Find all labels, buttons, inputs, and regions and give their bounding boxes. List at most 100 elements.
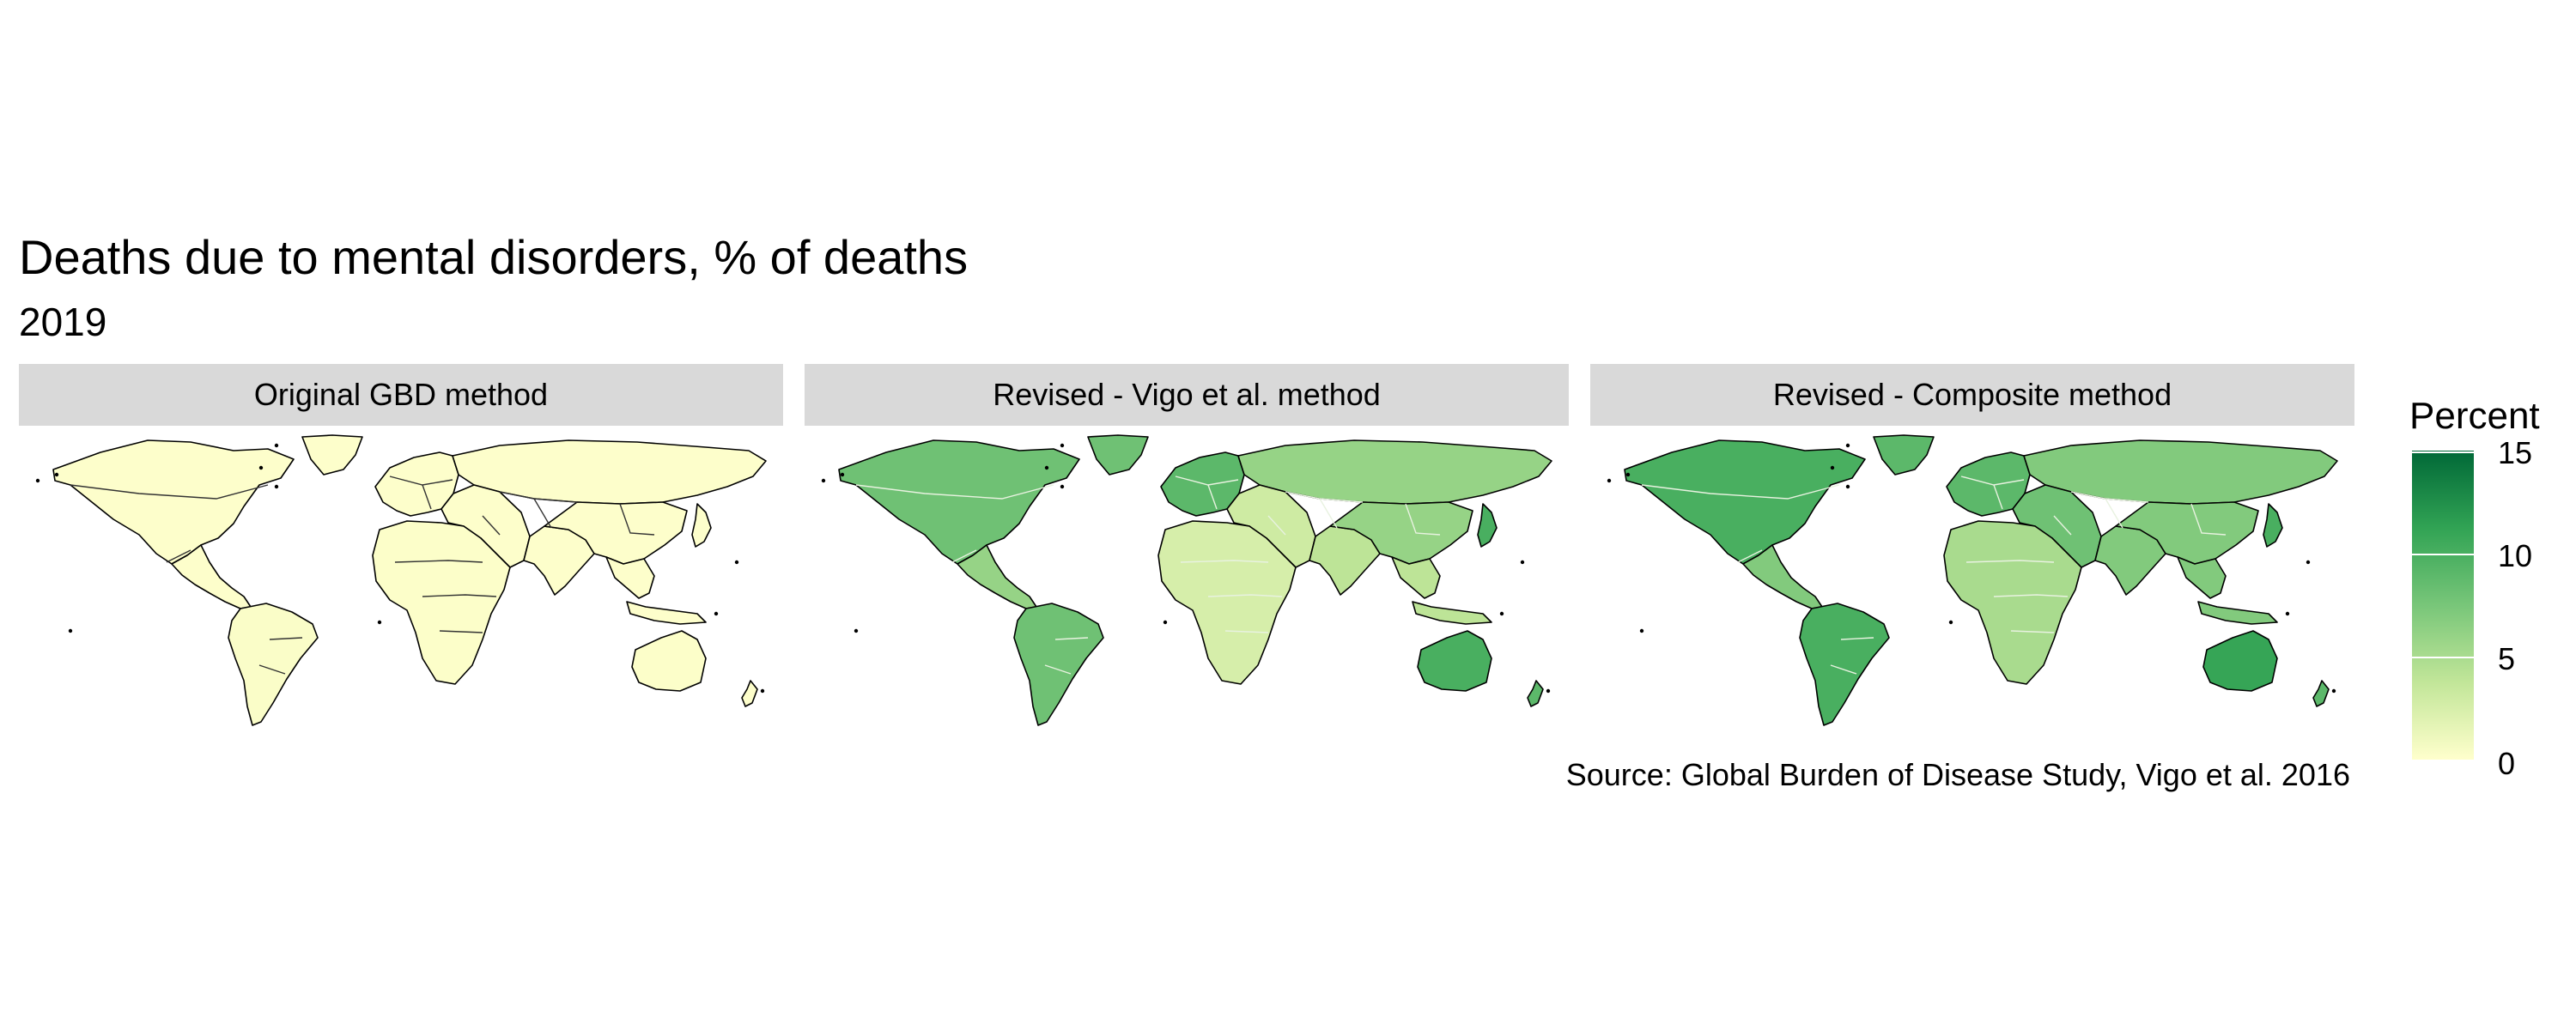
island-marker <box>2331 688 2336 694</box>
region-south-asia <box>2094 525 2166 596</box>
island-marker <box>54 472 59 477</box>
island-marker <box>68 628 73 633</box>
region-latin-america <box>957 544 1037 609</box>
region-southeast-asia <box>605 556 707 625</box>
country-border <box>1840 637 1874 640</box>
country-border <box>1965 560 2055 563</box>
source-caption: Source: Global Burden of Disease Study, … <box>1565 757 2350 792</box>
island-marker <box>2285 611 2290 616</box>
country-border <box>1319 498 1338 529</box>
region-south-america <box>1013 603 1104 726</box>
region-south-america <box>228 603 319 726</box>
facet-strip-composite: Revised - Composite method <box>1590 364 2354 426</box>
legend-tick-label: 5 <box>2498 641 2516 676</box>
legend-title: Percent <box>2409 395 2540 437</box>
region-south-america <box>1799 603 1890 726</box>
island-marker <box>1163 620 1168 625</box>
island-marker <box>760 688 765 694</box>
region-north-america <box>838 439 1080 565</box>
region-new-zealand <box>2312 680 2330 707</box>
region-greenland <box>301 434 363 476</box>
region-latin-america <box>171 544 252 609</box>
island-marker <box>377 620 382 625</box>
island-marker <box>821 478 826 483</box>
country-border <box>422 484 432 510</box>
country-border <box>394 560 483 563</box>
region-southeast-asia <box>2177 556 2278 625</box>
chart-title: Deaths due to mental disorders, % of dea… <box>19 230 969 284</box>
country-border <box>2053 515 2072 536</box>
map-panel-composite <box>1590 433 2354 730</box>
region-japan <box>1477 503 1498 548</box>
region-north-america <box>1624 439 1866 565</box>
region-east-asia <box>2115 501 2259 565</box>
island-marker <box>1060 484 1065 489</box>
facet-strip-vigo: Revised - Vigo et al. method <box>805 364 1569 426</box>
country-border <box>1044 664 1072 675</box>
region-new-zealand <box>1527 680 1544 707</box>
region-australia <box>1417 630 1492 692</box>
island-marker <box>1639 628 1644 633</box>
island-marker <box>1060 443 1065 448</box>
country-border <box>269 637 303 640</box>
island-marker <box>35 478 40 483</box>
country-border <box>258 664 286 675</box>
region-east-asia <box>544 501 688 565</box>
region-southeast-asia <box>1391 556 1492 625</box>
island-marker <box>1607 478 1612 483</box>
country-border <box>2190 503 2227 536</box>
country-border <box>2010 630 2055 633</box>
country-border <box>1207 594 1283 597</box>
island-marker <box>258 465 264 470</box>
region-north-america <box>52 439 295 565</box>
legend-tickmark <box>2412 451 2474 453</box>
country-border <box>951 549 977 563</box>
region-japan <box>691 503 712 548</box>
island-marker <box>1044 465 1049 470</box>
legend-tickmark <box>2412 657 2474 658</box>
map-panel-original <box>19 433 783 730</box>
region-latin-america <box>1742 544 1823 609</box>
island-marker <box>1948 620 1953 625</box>
country-border <box>1830 664 1857 675</box>
country-border <box>1993 594 2069 597</box>
island-marker <box>1845 484 1850 489</box>
country-border <box>166 549 191 563</box>
island-marker <box>2306 560 2311 565</box>
chart-subtitle: 2019 <box>19 300 107 344</box>
region-australia <box>2202 630 2278 692</box>
region-south-asia <box>523 525 595 596</box>
country-border <box>619 503 655 536</box>
region-south-asia <box>1309 525 1381 596</box>
island-marker <box>1499 611 1504 616</box>
country-border <box>1207 484 1218 510</box>
country-border <box>1180 560 1269 563</box>
island-marker <box>1520 560 1525 565</box>
legend-tick-label: 15 <box>2498 435 2533 470</box>
island-marker <box>840 472 845 477</box>
country-border <box>1737 549 1763 563</box>
country-border <box>2105 498 2123 529</box>
region-australia <box>631 630 707 692</box>
facet-strip-original: Original GBD method <box>19 364 783 426</box>
country-border <box>1993 484 2003 510</box>
region-japan <box>2263 503 2283 548</box>
country-border <box>439 630 483 633</box>
island-marker <box>274 443 279 448</box>
country-border <box>1641 484 1840 500</box>
island-marker <box>1546 688 1551 694</box>
island-marker <box>734 560 739 565</box>
country-border <box>482 515 501 536</box>
island-marker <box>1845 443 1850 448</box>
country-border <box>70 484 269 500</box>
country-border <box>422 594 497 597</box>
region-greenland <box>1873 434 1935 476</box>
country-border <box>533 498 552 529</box>
map-panel-vigo <box>805 433 1569 730</box>
island-marker <box>1625 472 1631 477</box>
legend-tick-label: 10 <box>2498 538 2533 573</box>
legend-colorbar <box>2412 451 2474 760</box>
legend-tickmark <box>2412 554 2474 555</box>
region-greenland <box>1087 434 1149 476</box>
country-border <box>1224 630 1269 633</box>
